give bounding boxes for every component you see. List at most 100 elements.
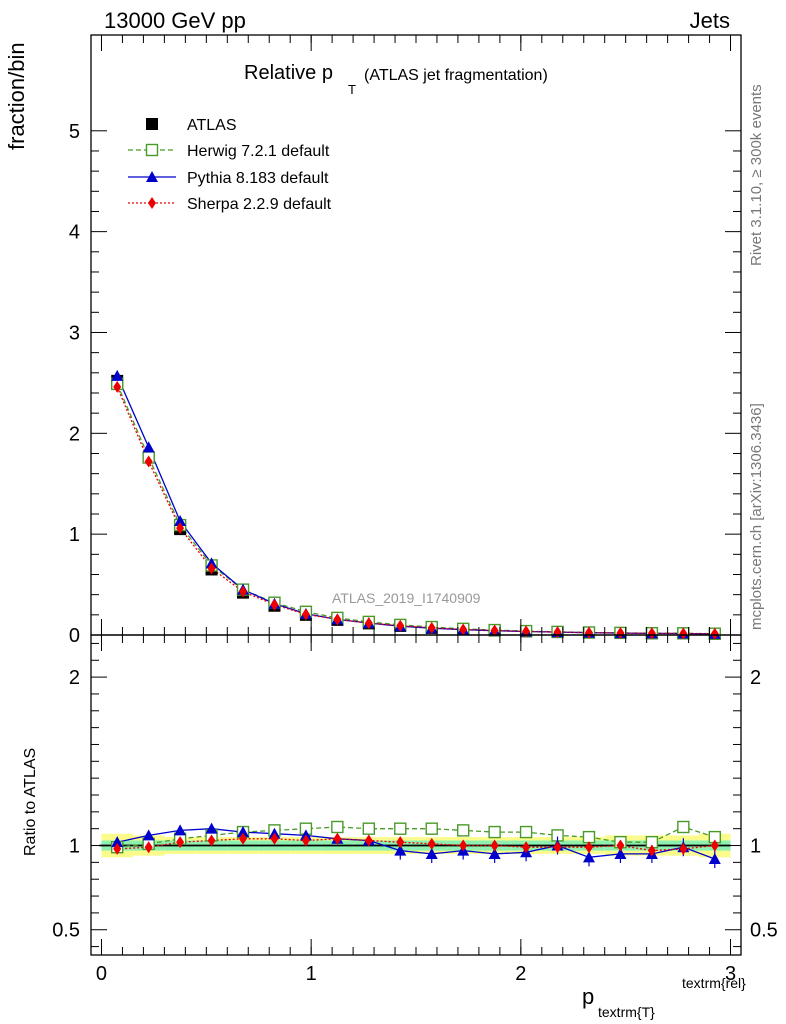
ratio-point-0-18 <box>677 820 690 834</box>
ratio-point-2-9 <box>396 836 405 849</box>
legend-label-1: Herwig 7.2.1 default <box>187 143 330 160</box>
ratio-panel: 0.5 0.5 1 1 2 2 0 1 2 3 <box>52 634 778 985</box>
ratio-xtick-label-0: 0 <box>96 963 107 985</box>
ratio-point-1-15 <box>582 851 595 863</box>
main-point-3-16 <box>616 626 625 639</box>
ratio-point-2-17 <box>647 844 656 857</box>
chart-title: Relative p <box>244 62 333 84</box>
ratio-point-1-19 <box>708 853 721 864</box>
chart-subtitle: (ATLAS jet fragmentation) <box>364 67 548 84</box>
ratio-point-2-7 <box>333 832 342 845</box>
ratio-point-0-13 <box>519 825 533 839</box>
main-point-2-0 <box>111 369 124 381</box>
legend-marker-2 <box>146 171 158 182</box>
ratio-point-1-9 <box>394 844 407 856</box>
main-point-3-6 <box>301 608 310 621</box>
ratio-point-2-0 <box>113 842 122 855</box>
legend: ATLAS Herwig 7.2.1 default Pythia 8.183 de… <box>128 117 332 213</box>
ratio-point-0-8 <box>362 822 376 835</box>
ratio-point-2-18 <box>679 842 688 855</box>
ratio-point-1-1 <box>142 829 155 841</box>
ratio-point-1-3 <box>205 822 218 834</box>
ratio-point-2-2 <box>176 836 185 849</box>
main-point-3-11 <box>459 623 468 636</box>
ratio-ytick-label-right-1: 1 <box>750 836 761 858</box>
ratio-point-1-12 <box>488 847 501 859</box>
ratio-point-1-4 <box>237 826 250 838</box>
x-axis-subscript-brace: } <box>650 1004 655 1020</box>
main-point-2-2 <box>174 515 187 527</box>
ratio-ytick-label-right-0: 0.5 <box>750 920 778 942</box>
x-axis-superscript-brace: } <box>741 975 746 991</box>
ratio-point-2-3 <box>207 834 216 847</box>
ratio-ytick-label-left-0: 0.5 <box>52 920 80 942</box>
legend-label-0: ATLAS <box>187 117 237 134</box>
header-process: 13000 GeV pp <box>104 8 246 33</box>
ratio-point-1-10 <box>425 847 438 859</box>
main-point-3-7 <box>333 613 342 626</box>
ratio-point-0-15 <box>582 830 596 844</box>
ratio-ytick-label-left-2: 2 <box>69 667 80 689</box>
ratio-point-2-19 <box>710 839 719 852</box>
legend-label-2: Pythia 8.183 default <box>187 170 329 187</box>
analysis-watermark: ATLAS_2019_I1740909 <box>332 590 481 606</box>
ratio-point-2-4 <box>239 832 248 845</box>
x-axis-label-subscript: textrm{T} <box>598 1004 655 1020</box>
ratio-xtick-label-2: 2 <box>515 963 526 985</box>
ratio-point-1-0 <box>111 836 124 848</box>
main-point-3-10 <box>427 621 436 634</box>
ratio-xtick-label-1: 1 <box>306 963 317 985</box>
ratio-ytick-label-right-2: 2 <box>750 667 761 689</box>
ratio-point-2-8 <box>364 834 373 847</box>
legend-marker-3 <box>148 197 156 209</box>
ratio-point-0-10 <box>425 822 438 835</box>
ratio-point-0-9 <box>394 822 407 835</box>
legend-marker-0 <box>146 118 158 130</box>
main-ytick-label-0: 0 <box>69 625 80 647</box>
main-point-3-9 <box>396 619 405 632</box>
ratio-point-2-15 <box>584 841 593 854</box>
ratio-point-2-12 <box>490 839 499 852</box>
ratio-point-0-12 <box>488 825 501 839</box>
main-point-3-8 <box>364 617 373 630</box>
main-point-3-3 <box>207 562 216 575</box>
main-ytick-label-3: 3 <box>69 322 80 344</box>
main-point-3-17 <box>647 627 656 640</box>
ratio-point-2-11 <box>459 839 468 852</box>
main-point-3-2 <box>176 522 185 535</box>
main-point-3-5 <box>270 598 279 611</box>
x-axis-subscript-text: textrm{T <box>598 1004 651 1020</box>
main-point-3-12 <box>490 624 499 637</box>
ratio-point-1-2 <box>174 824 187 836</box>
legend-marker-1 <box>145 143 159 157</box>
header-analysis-type: Jets <box>689 8 730 33</box>
ratio-point-1-16 <box>614 847 627 859</box>
ratio-point-2-14 <box>553 841 562 854</box>
main-point-3-19 <box>710 627 719 640</box>
ratio-ytick-label-left-1: 1 <box>69 836 80 858</box>
ratio-point-2-13 <box>522 841 531 854</box>
x-axis-label-superscript: textrm{rel} <box>682 975 746 991</box>
main-point-3-0 <box>113 380 122 393</box>
ratio-point-2-16 <box>616 839 625 852</box>
ratio-frame <box>90 634 742 956</box>
ratio-point-0-7 <box>331 820 344 834</box>
chart-title-subscript: T <box>348 82 356 97</box>
main-ytick-label-4: 4 <box>69 222 80 244</box>
legend-label-3: Sherpa 2.2.9 default <box>187 196 332 213</box>
main-point-3-4 <box>239 585 248 598</box>
ratio-xtick-label-3: 3 <box>725 963 736 985</box>
ratio-point-2-1 <box>144 841 153 854</box>
x-axis-superscript-text: textrm{rel <box>682 975 742 991</box>
ratio-point-2-10 <box>427 837 436 850</box>
main-point-3-1 <box>144 455 153 468</box>
main-panel: 0 1 2 3 4 5 <box>69 34 742 647</box>
main-point-3-18 <box>679 627 688 640</box>
main-point-2-1 <box>142 441 155 453</box>
main-ytick-label-1: 1 <box>69 524 80 546</box>
ratio-point-0-11 <box>456 824 470 837</box>
main-ytick-label-5: 5 <box>69 121 80 143</box>
x-axis-label: p <box>582 984 595 1009</box>
ratio-point-2-6 <box>301 834 310 847</box>
